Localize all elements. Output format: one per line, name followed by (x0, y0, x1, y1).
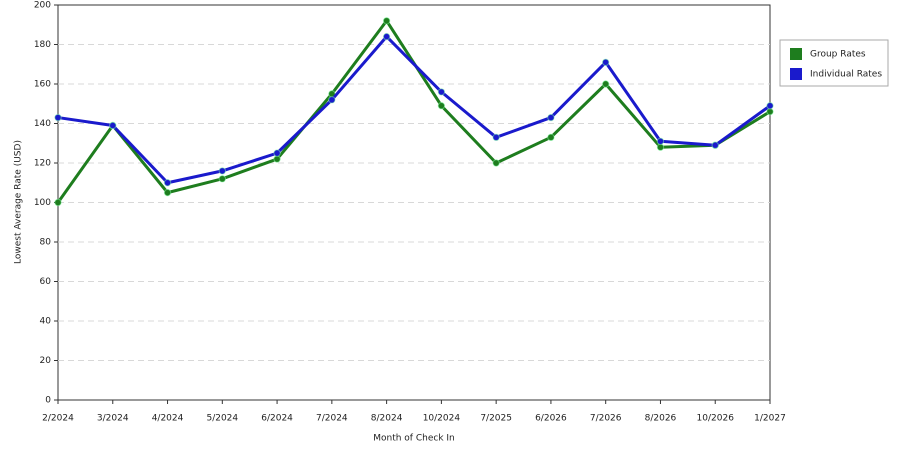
point (218, 167, 227, 175)
x-tick-label: 7/2024 (316, 414, 348, 424)
x-tick-label: 10/2024 (423, 414, 461, 424)
x-tick-label: 7/2025 (480, 414, 512, 424)
x-tick-label: 5/2024 (206, 414, 238, 424)
point (163, 179, 172, 187)
x-tick-label: 8/2026 (645, 414, 677, 424)
y-tick-label: 180 (34, 40, 51, 50)
x-tick-label: 1/2027 (754, 414, 786, 424)
point (492, 133, 500, 142)
point (711, 141, 719, 149)
x-tick-label: 3/2024 (97, 414, 129, 424)
point (656, 137, 665, 145)
point (273, 149, 281, 157)
point (766, 102, 774, 110)
y-tick-label: 160 (34, 80, 51, 90)
y-tick-label: 200 (34, 1, 51, 11)
x-tick-label: 7/2026 (590, 414, 622, 424)
point (328, 96, 336, 104)
x-tick-label: 4/2024 (152, 414, 184, 424)
x-tick-label: 2/2024 (42, 414, 74, 424)
legend-swatch (790, 48, 802, 60)
y-tick-label: 140 (34, 119, 51, 129)
y-axis-label: Lowest Average Rate (USD) (14, 140, 24, 264)
point (437, 102, 446, 110)
x-tick-label: 6/2024 (261, 414, 293, 424)
x-axis-label: Month of Check In (373, 434, 455, 444)
point (437, 88, 446, 96)
y-tick-label: 0 (45, 396, 51, 406)
point (601, 58, 610, 66)
y-tick-label: 60 (40, 277, 52, 287)
point (109, 121, 117, 130)
y-tick-label: 100 (34, 198, 51, 208)
x-tick-label: 8/2024 (371, 414, 403, 424)
legend-swatch (790, 68, 802, 80)
point (382, 32, 391, 41)
point (54, 113, 62, 122)
point (547, 113, 555, 122)
x-tick-label: 6/2026 (535, 414, 567, 424)
y-tick-label: 80 (40, 238, 52, 248)
point (547, 133, 555, 142)
series-line (57, 35, 771, 185)
y-tick-label: 120 (34, 159, 51, 169)
y-tick-label: 40 (40, 317, 52, 327)
legend-label: Group Rates (810, 50, 866, 60)
point (163, 188, 172, 197)
point (601, 80, 610, 88)
point (492, 159, 500, 167)
x-tick-label: 10/2026 (697, 414, 735, 424)
point (54, 198, 62, 207)
point (218, 175, 227, 183)
point (382, 17, 391, 25)
legend-label: Individual Rates (810, 70, 882, 80)
y-tick-label: 20 (40, 356, 52, 366)
